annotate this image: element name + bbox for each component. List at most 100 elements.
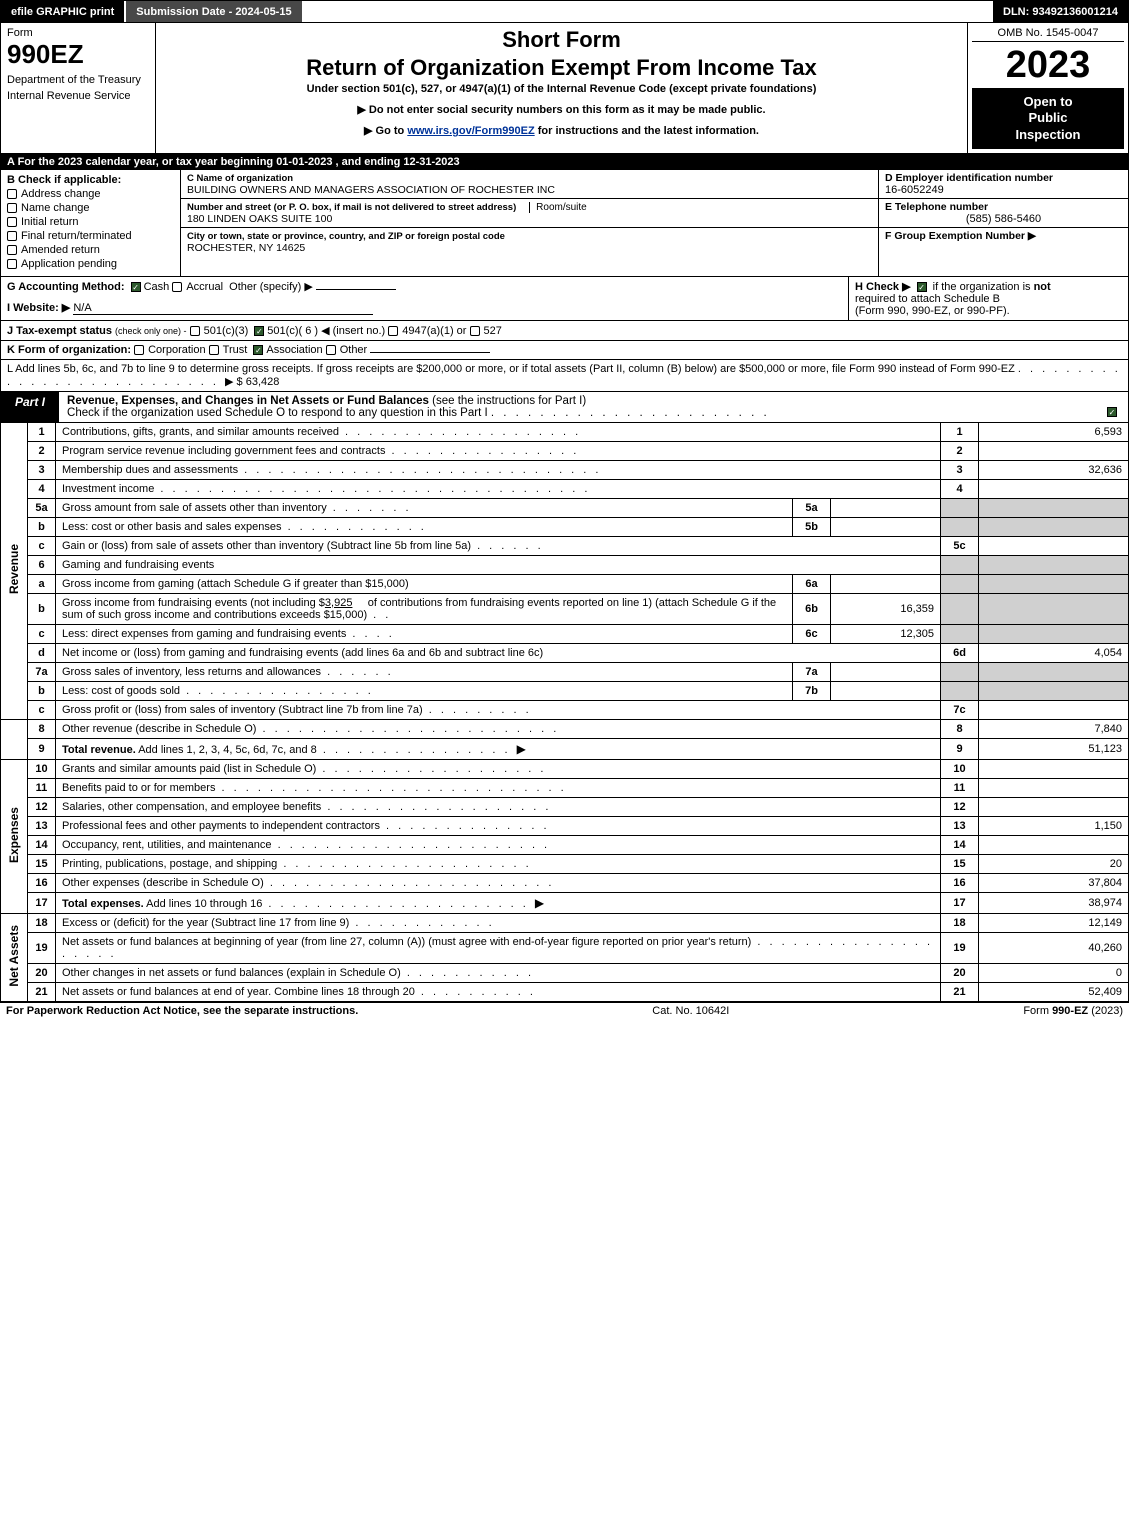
part1-tab: Part I <box>1 392 59 422</box>
chk-schedule-b[interactable]: ✓ <box>917 282 927 292</box>
subtitle: Under section 501(c), 527, or 4947(a)(1)… <box>164 83 959 95</box>
header-left: Form 990EZ Department of the Treasury In… <box>1 23 156 153</box>
submission-date-button[interactable]: Submission Date - 2024-05-15 <box>126 1 303 22</box>
amt-line5a <box>831 498 941 517</box>
table-row: b Less: cost of goods sold . . . . . . .… <box>1 681 1129 700</box>
amt-line3: 32,636 <box>979 460 1129 479</box>
city-value: ROCHESTER, NY 14625 <box>187 242 305 254</box>
street-value: 180 LINDEN OAKS SUITE 100 <box>187 213 332 225</box>
table-row: a Gross income from gaming (attach Sched… <box>1 574 1129 593</box>
dept-label: Department of the Treasury <box>7 74 149 86</box>
amt-line20: 0 <box>979 963 1129 982</box>
phone-label: E Telephone number <box>885 201 988 213</box>
amt-line6c: 12,305 <box>831 624 941 643</box>
chk-trust[interactable] <box>209 345 219 355</box>
goto-pre: ▶ Go to <box>364 125 407 137</box>
page-footer: For Paperwork Reduction Act Notice, see … <box>0 1002 1129 1019</box>
table-row: 21 Net assets or fund balances at end of… <box>1 982 1129 1001</box>
amt-line13: 1,150 <box>979 816 1129 835</box>
amt-line5c <box>979 536 1129 555</box>
chk-corporation[interactable] <box>134 345 144 355</box>
amt-line9: 51,123 <box>979 738 1129 759</box>
chk-4947[interactable] <box>388 326 398 336</box>
chk-final-return[interactable]: Final return/terminated <box>7 230 174 242</box>
chk-association[interactable]: ✓ <box>253 345 263 355</box>
table-row: 12 Salaries, other compensation, and emp… <box>1 797 1129 816</box>
chk-501c[interactable]: ✓ <box>254 326 264 336</box>
table-row: 11 Benefits paid to or for members . . .… <box>1 778 1129 797</box>
chk-cash[interactable]: ✓ <box>131 282 141 292</box>
table-row: c Gross profit or (loss) from sales of i… <box>1 700 1129 719</box>
tax-year: 2023 <box>972 46 1124 84</box>
chk-527[interactable] <box>470 326 480 336</box>
chk-accrual[interactable] <box>172 282 182 292</box>
part1-title-block: Revenue, Expenses, and Changes in Net As… <box>59 392 1128 422</box>
table-row: Expenses 10 Grants and similar amounts p… <box>1 759 1129 778</box>
table-row: c Gain or (loss) from sale of assets oth… <box>1 536 1129 555</box>
vlabel-revenue: Revenue <box>1 423 28 720</box>
vlabel-expenses: Expenses <box>1 759 28 913</box>
amt-line6a <box>831 574 941 593</box>
table-row: b Gross income from fundraising events (… <box>1 593 1129 624</box>
form-label: Form <box>7 27 149 39</box>
other-specify-input[interactable] <box>316 289 396 290</box>
part1-header: Part I Revenue, Expenses, and Changes in… <box>0 392 1129 423</box>
row-k: K Form of organization: Corporation Trus… <box>0 341 1129 360</box>
l-text: L Add lines 5b, 6c, and 7b to line 9 to … <box>7 363 1015 375</box>
row-j: J Tax-exempt status (check only one) - 5… <box>0 321 1129 341</box>
inspection-line2: Public <box>976 110 1120 126</box>
ein-value: 16-6052249 <box>885 184 944 196</box>
info-block: B Check if applicable: Address change Na… <box>0 170 1129 277</box>
col-def: D Employer identification number 16-6052… <box>878 170 1128 276</box>
table-row: 19 Net assets or fund balances at beginn… <box>1 932 1129 963</box>
efile-print-button[interactable]: efile GRAPHIC print <box>1 1 126 22</box>
amt-line12 <box>979 797 1129 816</box>
i-label: I Website: ▶ <box>7 302 70 314</box>
amt-6b-inline: 3,925 <box>325 597 353 609</box>
chk-address-change[interactable]: Address change <box>7 188 174 200</box>
table-row: 20 Other changes in net assets or fund b… <box>1 963 1129 982</box>
amt-line16: 37,804 <box>979 873 1129 892</box>
org-name-label: C Name of organization <box>187 173 293 184</box>
group-exemption-block: F Group Exemption Number ▶ <box>879 228 1128 244</box>
chk-name-change[interactable]: Name change <box>7 202 174 214</box>
bullet-ssn: ▶ Do not enter social security numbers o… <box>164 103 959 116</box>
chk-other-org[interactable] <box>326 345 336 355</box>
table-row: b Less: cost or other basis and sales ex… <box>1 517 1129 536</box>
chk-schedule-o[interactable]: ✓ <box>1107 407 1117 417</box>
row-gh: G Accounting Method: ✓Cash Accrual Other… <box>0 277 1129 321</box>
col-c-org-info: C Name of organization BUILDING OWNERS A… <box>181 170 878 276</box>
vlabel-netassets: Net Assets <box>1 913 28 1001</box>
amt-line10 <box>979 759 1129 778</box>
chk-501c3[interactable] <box>190 326 200 336</box>
chk-amended-return[interactable]: Amended return <box>7 244 174 256</box>
table-row: 6 Gaming and fundraising events <box>1 555 1129 574</box>
other-org-input[interactable] <box>370 352 490 353</box>
part1-title: Revenue, Expenses, and Changes in Net As… <box>67 395 429 407</box>
ein-block: D Employer identification number 16-6052… <box>879 170 1128 199</box>
dln-label: DLN: 93492136001214 <box>993 1 1128 22</box>
amt-line14 <box>979 835 1129 854</box>
amt-line6b: 16,359 <box>831 593 941 624</box>
city-block: City or town, state or province, country… <box>181 228 878 256</box>
footer-right: Form 990-EZ (2023) <box>1023 1005 1123 1017</box>
irs-label: Internal Revenue Service <box>7 90 149 102</box>
bullet-goto: ▶ Go to www.irs.gov/Form990EZ for instru… <box>164 124 959 137</box>
table-row: Revenue 1 Contributions, gifts, grants, … <box>1 423 1129 442</box>
return-title: Return of Organization Exempt From Incom… <box>164 55 959 81</box>
table-row: 17 Total expenses. Add lines 10 through … <box>1 892 1129 913</box>
irs-link[interactable]: www.irs.gov/Form990EZ <box>407 125 534 137</box>
form-header: Form 990EZ Department of the Treasury In… <box>0 22 1129 154</box>
topbar: efile GRAPHIC print Submission Date - 20… <box>0 0 1129 22</box>
phone-block: E Telephone number (585) 586-5460 <box>879 199 1128 228</box>
amt-line7a <box>831 662 941 681</box>
table-row: 4 Investment income . . . . . . . . . . … <box>1 479 1129 498</box>
chk-initial-return[interactable]: Initial return <box>7 216 174 228</box>
group-exemption-label: F Group Exemption Number ▶ <box>885 230 1036 242</box>
chk-application-pending[interactable]: Application pending <box>7 258 174 270</box>
g-label: G Accounting Method: <box>7 281 125 293</box>
inspection-line3: Inspection <box>976 127 1120 143</box>
inspection-line1: Open to <box>976 94 1120 110</box>
table-row: Net Assets 18 Excess or (deficit) for th… <box>1 913 1129 932</box>
amt-line7b <box>831 681 941 700</box>
